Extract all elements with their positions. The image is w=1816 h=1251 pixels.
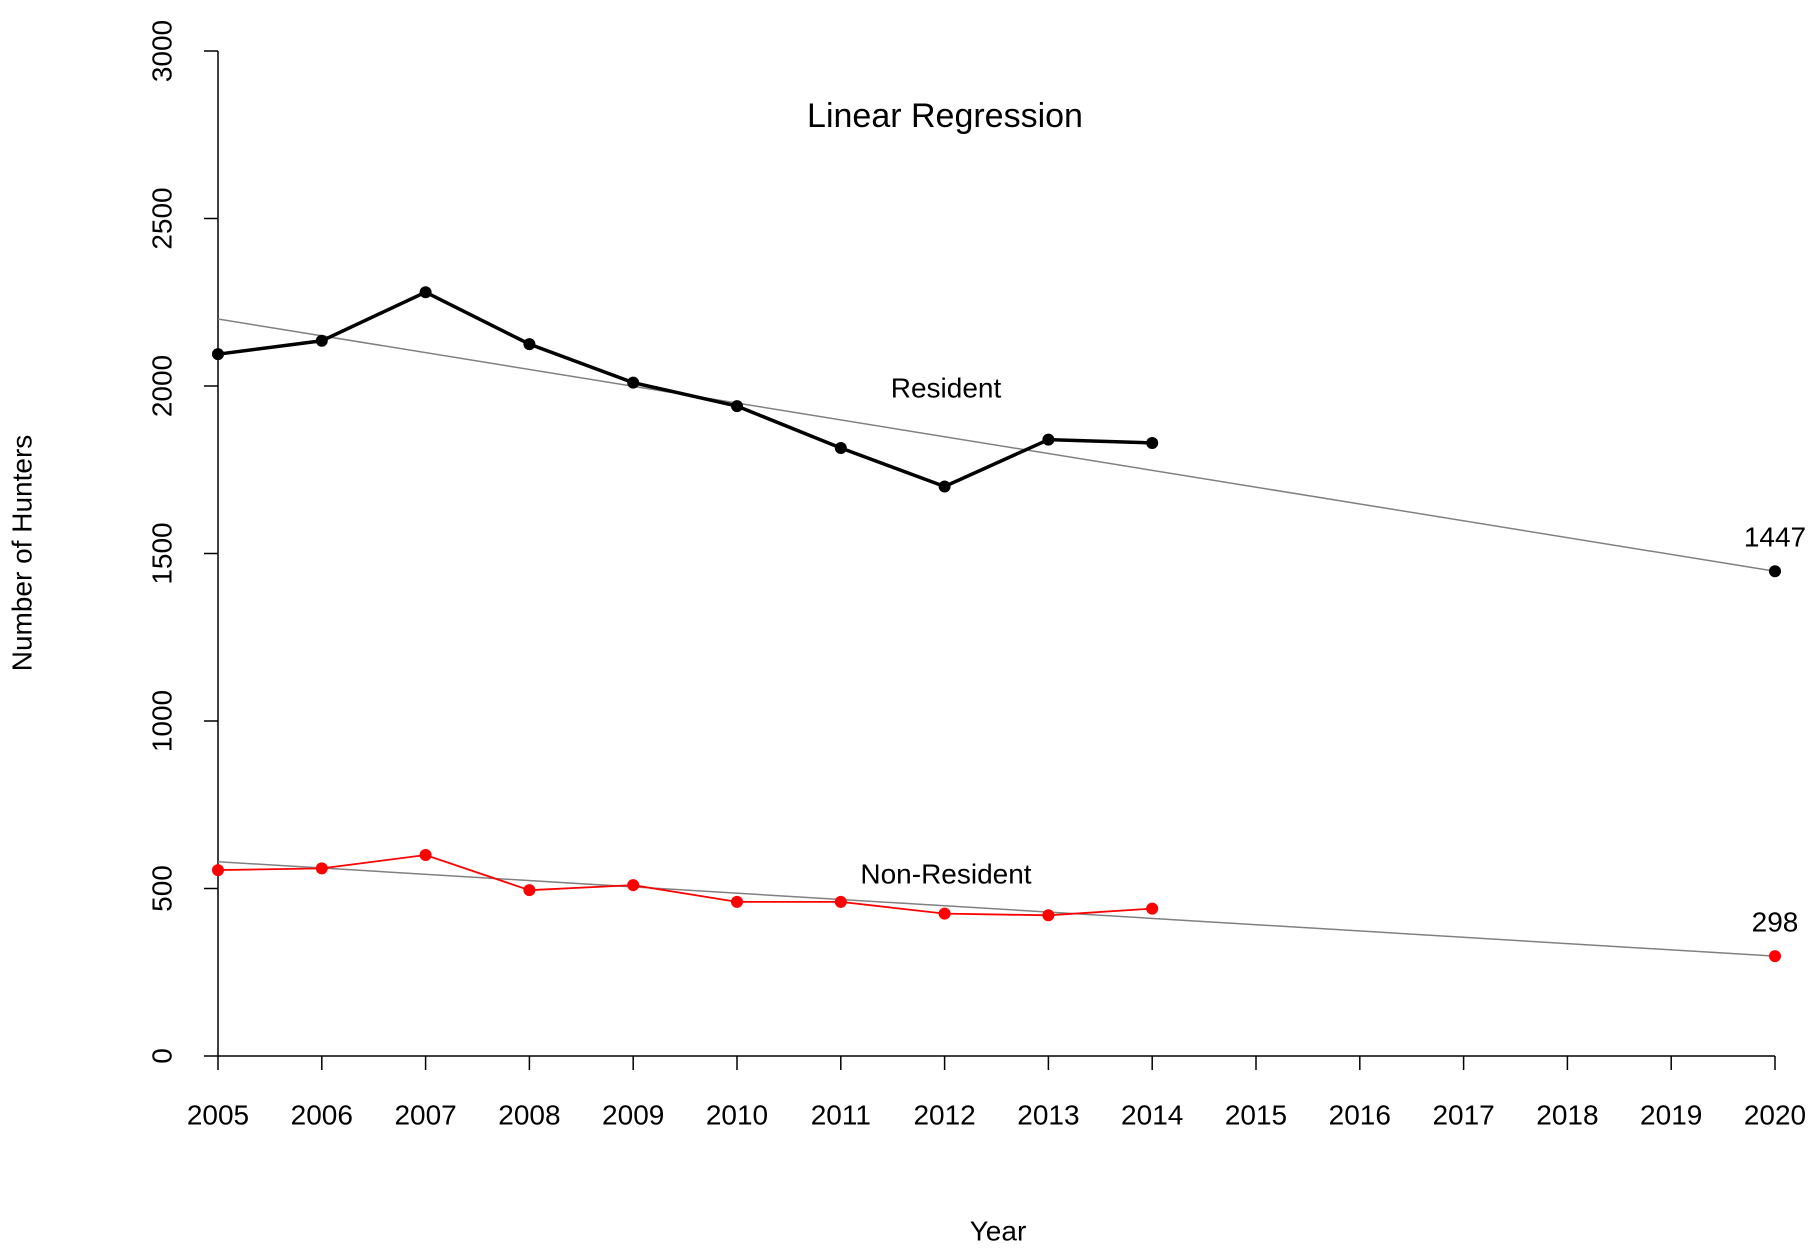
y-tick-label: 500 bbox=[146, 865, 177, 912]
trend-line bbox=[217, 318, 1776, 572]
y-tick-label: 1000 bbox=[146, 690, 177, 752]
x-tick-label: 2018 bbox=[1536, 1099, 1598, 1130]
data-point bbox=[315, 862, 328, 875]
data-point bbox=[212, 348, 224, 361]
x-tick-label: 2020 bbox=[1744, 1099, 1806, 1130]
series-label: Non-Resident bbox=[860, 858, 1031, 889]
data-point bbox=[419, 286, 432, 299]
chart-title: Linear Regression bbox=[807, 97, 1083, 135]
y-tick-label: 2000 bbox=[146, 355, 177, 417]
data-point bbox=[523, 338, 536, 351]
x-tick-label: 2010 bbox=[706, 1099, 768, 1130]
data-point bbox=[627, 879, 640, 892]
y-axis-label: Number of Hunters bbox=[6, 435, 37, 672]
prediction-point bbox=[1769, 950, 1781, 963]
x-tick-label: 2009 bbox=[602, 1099, 664, 1130]
data-point bbox=[419, 849, 432, 861]
data-point bbox=[938, 907, 951, 920]
y-tick-label: 2500 bbox=[146, 187, 177, 249]
data-point bbox=[938, 480, 951, 493]
y-tick-label: 0 bbox=[146, 1048, 177, 1064]
x-tick-label: 2014 bbox=[1121, 1099, 1183, 1130]
x-tick-label: 2007 bbox=[394, 1099, 456, 1130]
prediction-label: 298 bbox=[1752, 907, 1799, 938]
x-tick-label: 2006 bbox=[291, 1099, 353, 1130]
data-point bbox=[627, 376, 640, 389]
x-tick-label: 2017 bbox=[1432, 1099, 1494, 1130]
data-point bbox=[523, 884, 536, 897]
x-axis-label: Year bbox=[970, 1215, 1027, 1246]
series-line bbox=[217, 290, 1153, 489]
prediction-point bbox=[1769, 565, 1781, 578]
data-point bbox=[1146, 436, 1159, 449]
data-point bbox=[731, 895, 743, 908]
data-point bbox=[731, 400, 743, 413]
x-tick-label: 2016 bbox=[1329, 1099, 1391, 1130]
data-point bbox=[834, 441, 847, 454]
data-point bbox=[212, 864, 224, 877]
data-point bbox=[834, 895, 847, 908]
x-tick-label: 2012 bbox=[913, 1099, 975, 1130]
data-point bbox=[315, 334, 328, 347]
y-tick-label: 1500 bbox=[146, 522, 177, 584]
x-tick-label: 2019 bbox=[1640, 1099, 1702, 1130]
x-tick-label: 2011 bbox=[811, 1099, 871, 1130]
prediction-label: 1447 bbox=[1744, 522, 1806, 553]
data-point bbox=[1146, 902, 1159, 915]
x-tick-label: 2013 bbox=[1017, 1099, 1079, 1130]
trend-line bbox=[217, 860, 1776, 957]
data-point bbox=[1042, 433, 1055, 446]
x-tick-label: 2015 bbox=[1225, 1099, 1287, 1130]
series-label: Resident bbox=[891, 372, 1002, 403]
series-line bbox=[217, 854, 1153, 917]
y-tick-label: 3000 bbox=[146, 20, 177, 82]
data-point bbox=[1042, 909, 1055, 922]
x-tick-label: 2008 bbox=[498, 1099, 560, 1130]
x-tick-label: 2005 bbox=[187, 1099, 249, 1130]
